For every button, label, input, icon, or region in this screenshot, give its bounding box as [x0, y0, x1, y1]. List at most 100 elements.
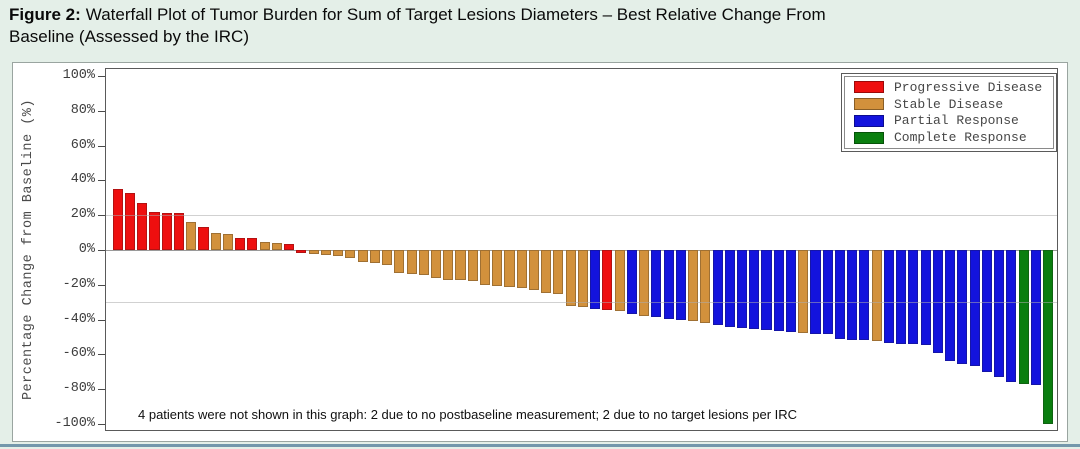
waterfall-bar-pr	[724, 250, 735, 327]
waterfall-bar-cr	[1042, 250, 1054, 424]
waterfall-bar-pr	[651, 250, 662, 317]
figure-title-text: Waterfall Plot of Tumor Burden for Sum o…	[85, 5, 826, 24]
waterfall-bar-pr	[883, 250, 894, 343]
y-tick-mark	[98, 389, 105, 391]
waterfall-bar-pr	[712, 250, 723, 325]
y-tick-mark	[98, 424, 105, 425]
y-tick-mark	[98, 354, 105, 356]
waterfall-bar-pd	[161, 212, 172, 250]
waterfall-bar-sd	[516, 250, 527, 289]
y-tick-label: -20%	[62, 276, 95, 292]
waterfall-bar-sd	[577, 250, 588, 308]
legend-box: Progressive Disease Stable Disease Partial…	[844, 76, 1054, 149]
waterfall-bar-sd	[700, 250, 711, 324]
waterfall-bar-sd	[308, 250, 319, 255]
waterfall-bar-pr	[859, 250, 870, 341]
waterfall-bar-pr	[749, 250, 760, 329]
y-tick-mark	[98, 180, 105, 182]
waterfall-bar-pr	[736, 250, 748, 329]
reference-line	[106, 215, 1057, 217]
waterfall-bar-sd	[406, 250, 417, 274]
waterfall-bar-pr	[761, 250, 772, 331]
legend-swatch-cr	[854, 131, 884, 144]
waterfall-bar-pd	[137, 203, 148, 250]
waterfall-bar-sd	[345, 250, 356, 258]
y-axis-label: Percentage Change from Baseline (%)	[21, 99, 36, 401]
waterfall-bar-pd	[149, 211, 160, 250]
y-tick-label: 20%	[70, 207, 95, 223]
waterfall-bar-sd	[688, 250, 699, 322]
waterfall-bar-pr	[994, 250, 1005, 378]
waterfall-bar-sd	[186, 222, 197, 250]
waterfall-bar-sd	[639, 250, 650, 316]
legend-item: Partial Response	[845, 113, 1053, 129]
figure-number-label: Figure 2:	[9, 5, 81, 24]
waterfall-bar-pr	[663, 250, 674, 319]
waterfall-bar-sd	[553, 250, 564, 295]
waterfall-bar-pd	[247, 238, 258, 250]
legend-label: Complete Response	[894, 130, 1027, 146]
waterfall-bar-pr	[822, 250, 833, 335]
waterfall-bar-sd	[394, 250, 405, 273]
y-tick-label: 0%	[78, 242, 95, 257]
waterfall-bar-pr	[626, 250, 637, 315]
waterfall-bar-pr	[981, 250, 992, 372]
waterfall-bar-pr	[896, 250, 907, 344]
chart-panel: Percentage Change from Baseline (%) 100%…	[12, 62, 1068, 442]
waterfall-bar-sd	[222, 234, 234, 250]
bottom-border	[0, 444, 1080, 447]
waterfall-bar-sd	[430, 250, 442, 278]
y-tick-mark	[98, 250, 105, 251]
waterfall-bar-sd	[320, 250, 331, 256]
waterfall-bar-pr	[675, 250, 686, 320]
waterfall-bar-sd	[528, 250, 540, 291]
waterfall-bar-sd	[210, 233, 221, 250]
y-tick-label: 80%	[70, 102, 95, 118]
y-tick-label: 60%	[70, 137, 95, 153]
waterfall-bar-pr	[969, 250, 980, 367]
waterfall-bar-pr	[932, 250, 943, 353]
legend-swatch-pd	[854, 81, 884, 94]
figure-title-line1: Figure 2: Waterfall Plot of Tumor Burden …	[9, 4, 1071, 26]
waterfall-bar-sd	[357, 250, 368, 262]
waterfall-bar-pr	[1030, 250, 1041, 385]
waterfall-bar-sd	[798, 250, 809, 333]
y-tick-label: 100%	[62, 68, 95, 83]
waterfall-bar-pr	[773, 250, 784, 331]
y-tick-label: -40%	[62, 311, 95, 327]
y-tick-label: -100%	[54, 416, 95, 431]
waterfall-bar-pd	[235, 237, 246, 250]
waterfall-bar-cr	[1018, 250, 1029, 384]
plot-area	[105, 68, 1058, 431]
waterfall-bar-pd	[173, 213, 185, 250]
y-tick-mark	[98, 76, 105, 77]
y-tick-mark	[98, 319, 105, 321]
waterfall-bar-sd	[467, 250, 478, 282]
figure-title-line2: Baseline (Assessed by the IRC)	[9, 27, 249, 46]
waterfall-bar-sd	[565, 250, 576, 306]
waterfall-bar-pd	[112, 189, 123, 250]
waterfall-bar-pr	[920, 250, 931, 345]
waterfall-bar-pr	[810, 250, 821, 334]
waterfall-bar-pr	[945, 250, 956, 362]
legend-label: Progressive Disease	[894, 79, 1043, 95]
waterfall-bar-sd	[443, 250, 454, 280]
waterfall-bar-pr	[847, 250, 858, 340]
waterfall-bar-sd	[504, 250, 515, 287]
y-tick-label: -80%	[62, 381, 95, 397]
waterfall-bar-pd	[602, 250, 613, 311]
legend-swatch-sd	[854, 98, 884, 111]
waterfall-bar-sd	[369, 250, 380, 264]
y-tick-mark	[98, 110, 105, 112]
waterfall-bar-sd	[492, 250, 503, 286]
legend-label: Stable Disease	[894, 96, 1004, 112]
waterfall-bar-pd	[296, 250, 307, 254]
y-tick-mark	[98, 145, 105, 147]
waterfall-bar-sd	[455, 250, 466, 281]
legend-label: Partial Response	[894, 113, 1019, 129]
legend-item: Stable Disease	[845, 96, 1053, 112]
waterfall-bar-pr	[1006, 250, 1017, 383]
waterfall-bar-sd	[382, 250, 393, 265]
legend-item: Progressive Disease	[845, 79, 1053, 95]
